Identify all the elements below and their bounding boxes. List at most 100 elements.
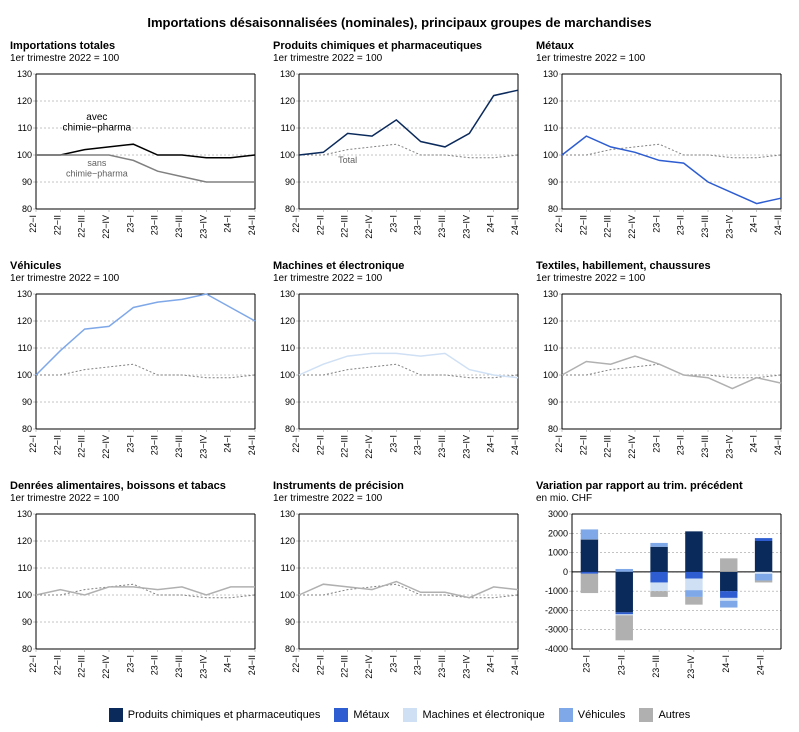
- panel-subtitle: 1er trimestre 2022 = 100: [10, 53, 263, 65]
- svg-text:22−II: 22−II: [52, 215, 62, 235]
- svg-text:24−I: 24−I: [223, 435, 233, 453]
- svg-text:23−III: 23−III: [437, 435, 447, 458]
- svg-text:24−I: 24−I: [223, 215, 233, 233]
- line-chart-panel: Véhicules1er trimestre 2022 = 1008090100…: [10, 260, 263, 470]
- svg-text:24−I: 24−I: [486, 435, 496, 453]
- svg-text:22−I: 22−I: [28, 435, 38, 453]
- panel-title: Véhicules: [10, 260, 263, 273]
- line-chart-panel: Métaux1er trimestre 2022 = 1008090100110…: [536, 40, 789, 250]
- svg-text:90: 90: [285, 177, 295, 187]
- svg-text:22−III: 22−III: [603, 215, 613, 238]
- svg-text:22−III: 22−III: [77, 435, 87, 458]
- svg-text:24−II: 24−II: [510, 435, 520, 455]
- svg-text:23−IV: 23−IV: [198, 655, 208, 679]
- panel-subtitle: 1er trimestre 2022 = 100: [10, 493, 263, 505]
- svg-text:23−IV: 23−IV: [198, 215, 208, 239]
- svg-text:23−III: 23−III: [174, 215, 184, 238]
- svg-text:0: 0: [563, 567, 568, 577]
- svg-text:22−III: 22−III: [77, 655, 87, 678]
- svg-text:22−II: 22−II: [578, 435, 588, 455]
- svg-text:23−I: 23−I: [125, 435, 135, 453]
- svg-text:23−I: 23−I: [388, 655, 398, 673]
- svg-text:120: 120: [280, 316, 295, 326]
- svg-text:22−IV: 22−IV: [364, 435, 374, 459]
- svg-text:100: 100: [280, 150, 295, 160]
- svg-text:23−III: 23−III: [651, 655, 661, 678]
- chart-svg: 809010011012013022−I22−II22−III22−IV23−I…: [10, 509, 260, 684]
- svg-text:23−III: 23−III: [174, 655, 184, 678]
- svg-text:23−I: 23−I: [125, 655, 135, 673]
- legend-label: Véhicules: [578, 709, 626, 721]
- svg-text:100: 100: [17, 370, 32, 380]
- svg-text:3000: 3000: [548, 509, 568, 519]
- svg-text:24−II: 24−II: [247, 215, 257, 235]
- line-chart-panel: Textiles, habillement, chaussures1er tri…: [536, 260, 789, 470]
- panel-subtitle: 1er trimestre 2022 = 100: [536, 273, 789, 285]
- svg-text:90: 90: [22, 177, 32, 187]
- panel-title: Instruments de précision: [273, 480, 526, 493]
- svg-text:24−I: 24−I: [223, 655, 233, 673]
- svg-text:22−III: 22−III: [603, 435, 613, 458]
- svg-text:22−I: 22−I: [291, 655, 301, 673]
- svg-text:80: 80: [22, 424, 32, 434]
- svg-text:22−II: 22−II: [315, 435, 325, 455]
- line-chart-panel: Produits chimiques et pharmaceutiques1er…: [273, 40, 526, 250]
- chart-svg: 809010011012013022−I22−II22−III22−IV23−I…: [10, 69, 260, 244]
- svg-text:24−II: 24−II: [247, 655, 257, 675]
- chart-grid: Importations totales1er trimestre 2022 =…: [10, 40, 789, 690]
- svg-text:22−III: 22−III: [340, 655, 350, 678]
- svg-text:90: 90: [285, 617, 295, 627]
- chart-svg: 809010011012013022−I22−II22−III22−IV23−I…: [273, 289, 523, 464]
- svg-text:22−I: 22−I: [291, 215, 301, 233]
- svg-text:120: 120: [543, 316, 558, 326]
- svg-text:24−I: 24−I: [749, 215, 759, 233]
- chart-svg: 809010011012013022−I22−II22−III22−IV23−I…: [273, 509, 523, 684]
- svg-text:sans: sans: [87, 158, 107, 168]
- svg-text:80: 80: [285, 644, 295, 654]
- svg-text:100: 100: [280, 590, 295, 600]
- svg-text:23−I: 23−I: [388, 435, 398, 453]
- svg-text:120: 120: [280, 536, 295, 546]
- svg-text:23−II: 23−II: [676, 435, 686, 455]
- svg-text:23−III: 23−III: [437, 215, 447, 238]
- svg-text:120: 120: [543, 96, 558, 106]
- svg-text:130: 130: [17, 289, 32, 299]
- panel-title: Importations totales: [10, 40, 263, 53]
- legend-item: Autres: [639, 708, 690, 722]
- legend: Produits chimiques et pharmaceutiquesMét…: [10, 708, 789, 722]
- svg-text:22−IV: 22−IV: [101, 435, 111, 459]
- svg-text:22−IV: 22−IV: [364, 655, 374, 679]
- svg-text:100: 100: [543, 370, 558, 380]
- svg-text:110: 110: [281, 563, 295, 573]
- svg-text:23−I: 23−I: [125, 215, 135, 233]
- legend-swatch: [403, 708, 417, 722]
- svg-text:110: 110: [281, 123, 295, 133]
- legend-label: Autres: [658, 709, 690, 721]
- svg-text:22−IV: 22−IV: [364, 215, 374, 239]
- svg-text:23−I: 23−I: [388, 215, 398, 233]
- legend-label: Produits chimiques et pharmaceutiques: [128, 709, 321, 721]
- svg-text:120: 120: [17, 316, 32, 326]
- svg-text:23−II: 23−II: [150, 655, 160, 675]
- line-chart-panel: Instruments de précision1er trimestre 20…: [273, 480, 526, 690]
- svg-text:110: 110: [18, 343, 32, 353]
- line-chart-panel: Importations totales1er trimestre 2022 =…: [10, 40, 263, 250]
- svg-text:80: 80: [22, 644, 32, 654]
- svg-text:100: 100: [17, 150, 32, 160]
- svg-text:130: 130: [543, 69, 558, 79]
- legend-label: Machines et électronique: [422, 709, 544, 721]
- svg-text:22−III: 22−III: [77, 215, 87, 238]
- svg-text:23−III: 23−III: [700, 215, 710, 238]
- line-chart-panel: Denrées alimentaires, boissons et tabacs…: [10, 480, 263, 690]
- svg-text:23−IV: 23−IV: [686, 655, 696, 679]
- svg-text:90: 90: [22, 397, 32, 407]
- svg-text:22−I: 22−I: [554, 435, 564, 453]
- legend-item: Machines et électronique: [403, 708, 544, 722]
- svg-text:100: 100: [280, 370, 295, 380]
- chart-svg: 809010011012013022−I22−II22−III22−IV23−I…: [10, 289, 260, 464]
- svg-text:24−I: 24−I: [749, 435, 759, 453]
- svg-text:110: 110: [281, 343, 295, 353]
- panel-subtitle: 1er trimestre 2022 = 100: [273, 493, 526, 505]
- svg-text:130: 130: [280, 509, 295, 519]
- svg-text:22−IV: 22−IV: [101, 215, 111, 239]
